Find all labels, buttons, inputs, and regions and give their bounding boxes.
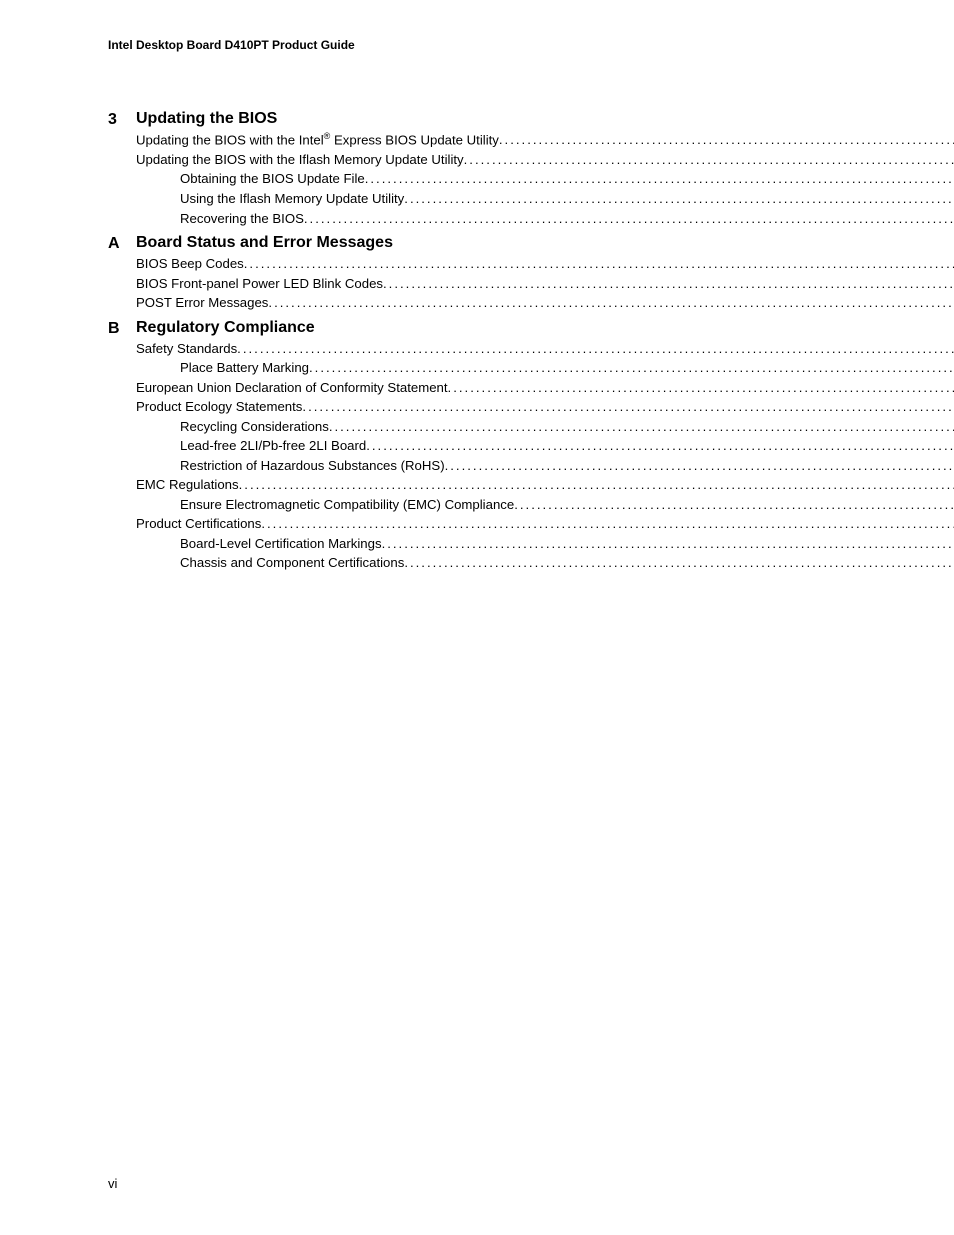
toc-entry: Board-Level Certification Markings 61 — [136, 534, 954, 554]
toc-entry: Using the Iflash Memory Update Utility 4… — [136, 189, 954, 209]
toc-text: Place Battery Marking — [180, 358, 309, 378]
toc-entry: Restriction of Hazardous Substances (RoH… — [136, 456, 954, 476]
toc-leader — [309, 358, 954, 378]
toc-text: BIOS Beep Codes — [136, 254, 244, 274]
toc-entry: EMC Regulations 59 — [136, 475, 954, 495]
toc-leader — [244, 254, 954, 274]
toc-section-a: A Board Status and Error Messages BIOS B… — [108, 234, 846, 313]
toc-leader — [366, 436, 954, 456]
toc-entry: BIOS Front-panel Power LED Blink Codes 5… — [136, 274, 954, 294]
section-title: Regulatory Compliance — [136, 319, 954, 337]
toc-leader — [464, 150, 954, 170]
section-body: Board Status and Error Messages BIOS Bee… — [136, 234, 954, 313]
toc-text: Updating the BIOS with the Intel® Expres… — [136, 130, 499, 150]
section-label: B — [108, 319, 136, 338]
toc-entry: Recovering the BIOS 47 — [136, 209, 954, 229]
toc-text: Recycling Considerations — [180, 417, 329, 437]
toc-text: BIOS Front-panel Power LED Blink Codes — [136, 274, 383, 294]
toc-section-3: 3 Updating the BIOS Updating the BIOS wi… — [108, 110, 846, 228]
toc-section-b: B Regulatory Compliance Safety Standards… — [108, 319, 846, 573]
toc-leader — [382, 534, 954, 554]
toc-entry: Product Ecology Statements 53 — [136, 397, 954, 417]
toc-text: EMC Regulations — [136, 475, 239, 495]
section-label: 3 — [108, 110, 136, 129]
toc-leader — [329, 417, 954, 437]
section-label: A — [108, 234, 136, 253]
toc-leader — [268, 293, 954, 313]
toc-entry: Updating the BIOS with the Iflash Memory… — [136, 150, 954, 170]
page-number: vi — [108, 1176, 117, 1191]
toc-entry: Obtaining the BIOS Update File 46 — [136, 169, 954, 189]
toc-leader — [404, 189, 954, 209]
toc-entry: BIOS Beep Codes 49 — [136, 254, 954, 274]
toc-entry: Chassis and Component Certifications 62 — [136, 553, 954, 573]
toc-leader — [237, 339, 954, 359]
toc-leader — [445, 456, 954, 476]
toc-entry: POST Error Messages 50 — [136, 293, 954, 313]
toc-leader — [261, 514, 954, 534]
section-body: Updating the BIOS Updating the BIOS with… — [136, 110, 954, 228]
toc-text: Updating the BIOS with the Iflash Memory… — [136, 150, 464, 170]
toc-leader — [304, 209, 954, 229]
toc-text: Safety Standards — [136, 339, 237, 359]
toc-entry: Updating the BIOS with the Intel® Expres… — [136, 130, 954, 150]
toc-leader — [383, 274, 954, 294]
toc-text: Recovering the BIOS — [180, 209, 304, 229]
toc-entry: Place Battery Marking 51 — [136, 358, 954, 378]
toc-text: Lead-free 2LI/Pb-free 2LI Board — [180, 436, 366, 456]
toc-leader — [448, 378, 954, 398]
toc-text: Board-Level Certification Markings — [180, 534, 382, 554]
section-body: Regulatory Compliance Safety Standards 5… — [136, 319, 954, 573]
toc-text: Chassis and Component Certifications — [180, 553, 404, 573]
toc-text: Ensure Electromagnetic Compatibility (EM… — [180, 495, 514, 515]
toc-entry: Recycling Considerations 53 — [136, 417, 954, 437]
page-container: Intel Desktop Board D410PT Product Guide… — [0, 0, 954, 573]
toc-leader — [499, 130, 954, 150]
toc-text: European Union Declaration of Conformity… — [136, 378, 448, 398]
toc-text: Product Ecology Statements — [136, 397, 302, 417]
toc-leader — [239, 475, 954, 495]
toc-entry: Safety Standards 51 — [136, 339, 954, 359]
toc-text: Obtaining the BIOS Update File — [180, 169, 365, 189]
toc-text: POST Error Messages — [136, 293, 268, 313]
page-header: Intel Desktop Board D410PT Product Guide — [108, 38, 846, 52]
toc-entry: Ensure Electromagnetic Compatibility (EM… — [136, 495, 954, 515]
toc-text: Using the Iflash Memory Update Utility — [180, 189, 404, 209]
toc-leader — [365, 169, 954, 189]
toc-text: Product Certifications — [136, 514, 261, 534]
toc-text: Restriction of Hazardous Substances (RoH… — [180, 456, 445, 476]
toc-entry: European Union Declaration of Conformity… — [136, 378, 954, 398]
toc-entry: Lead-free 2LI/Pb-free 2LI Board 56 — [136, 436, 954, 456]
section-title: Updating the BIOS — [136, 110, 954, 128]
toc-leader — [514, 495, 954, 515]
toc-leader — [302, 397, 954, 417]
section-title: Board Status and Error Messages — [136, 234, 954, 252]
toc-entry: Product Certifications 61 — [136, 514, 954, 534]
toc-leader — [404, 553, 954, 573]
